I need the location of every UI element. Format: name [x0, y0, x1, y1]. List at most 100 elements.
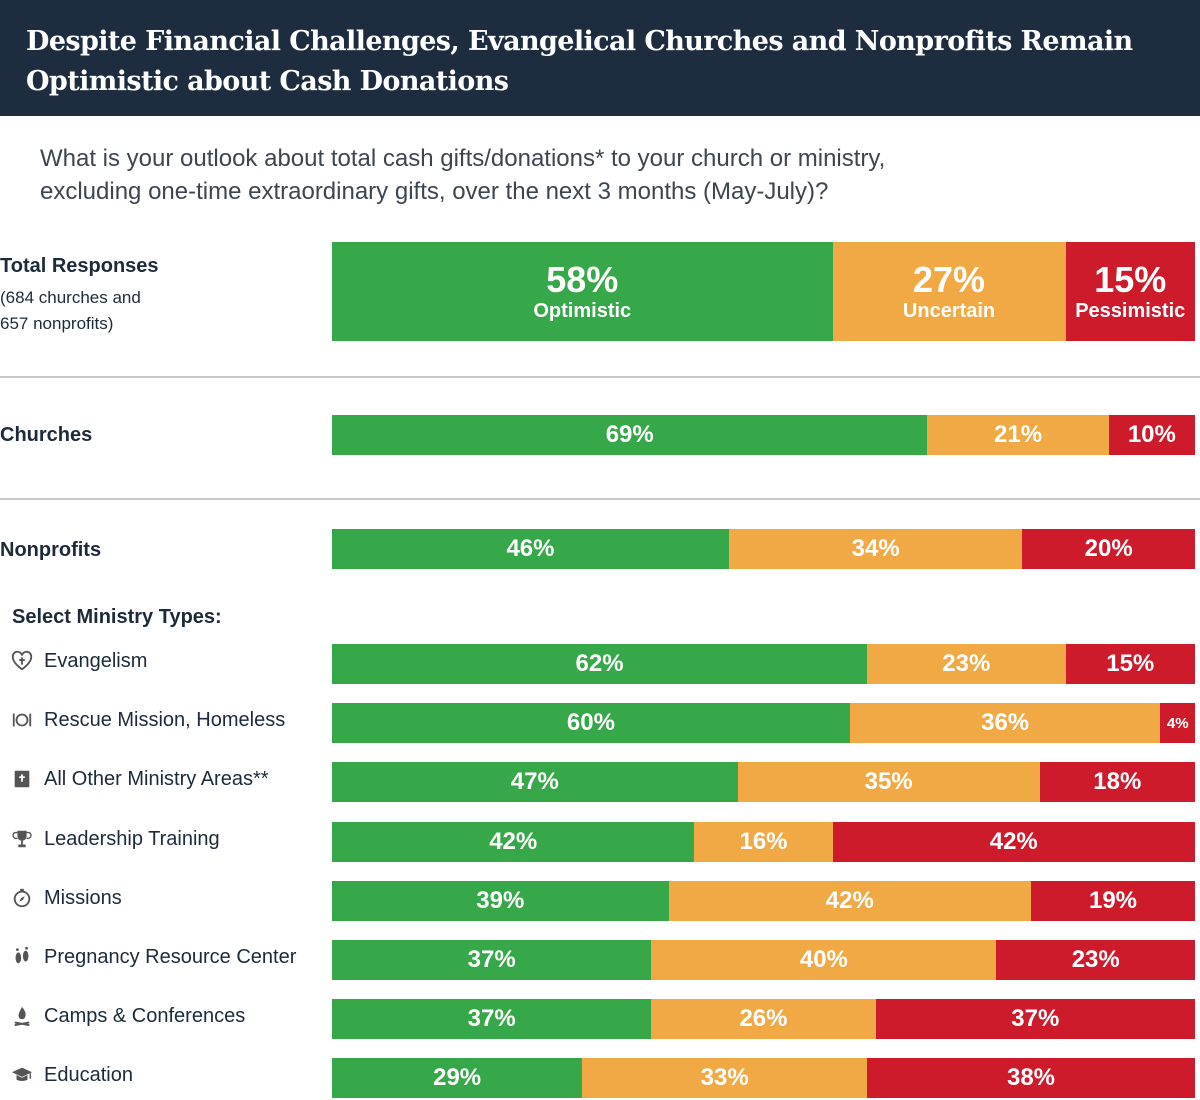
bar-segment-optimistic: 37%: [332, 999, 652, 1039]
ministry-label-row: Pregnancy Resource Center: [10, 937, 296, 977]
bar-segment-pessimistic: 20%: [1022, 529, 1195, 569]
data-label-pessimistic: 38%: [1006, 1064, 1056, 1091]
bar-segment-pessimistic: 23%: [996, 940, 1195, 980]
bar-segment-pessimistic: 15% Pessimistic: [1065, 242, 1195, 341]
data-label-optimistic: 29%: [433, 1064, 482, 1091]
ministry-label-row: Education: [10, 1055, 133, 1095]
campfire-icon: [10, 1004, 34, 1028]
data-label-uncertain: 27%: [913, 258, 986, 300]
total-responses-sub-line-2: 657 nonprofits): [0, 314, 114, 333]
ministry-label-row: Missions: [10, 878, 122, 918]
bar-segment-uncertain: 26%: [651, 999, 876, 1039]
data-label-pessimistic: 15%: [1094, 258, 1167, 300]
title-banner: Despite Financial Challenges, Evangelica…: [0, 0, 1200, 116]
nonprofits-label: Nonprofits: [0, 539, 102, 561]
ministry-bar: 39% 42% 19%: [332, 881, 1195, 921]
bar-segment-uncertain: 33%: [582, 1058, 868, 1098]
total-responses-sub-line-1: (684 churches and: [0, 288, 141, 307]
divider-1: [0, 376, 1200, 378]
bar-segment-uncertain: 27% Uncertain: [832, 242, 1066, 341]
bar-segment-optimistic: 62%: [332, 644, 868, 684]
bar-segment-pessimistic: 18%: [1039, 762, 1195, 802]
data-label-pessimistic: 15%: [1106, 650, 1155, 677]
data-label-uncertain: 40%: [799, 946, 848, 973]
data-label-pessimistic: 37%: [1011, 1005, 1060, 1032]
bible-icon: [10, 767, 34, 791]
ministry-bar: 62% 23% 15%: [332, 644, 1195, 684]
category-label-pessimistic: Pessimistic: [1075, 299, 1186, 322]
churches-label: Churches: [0, 424, 93, 446]
chart-title-line-2: Optimistic about Cash Donations: [26, 66, 509, 97]
data-label-pessimistic: 20%: [1084, 535, 1133, 562]
data-label-pessimistic: 19%: [1088, 887, 1138, 914]
bar-segment-optimistic: 69%: [332, 415, 928, 455]
data-label-uncertain: 34%: [851, 535, 900, 562]
bar-segment-pessimistic: 15%: [1065, 644, 1195, 684]
bar-segment-optimistic: 46%: [332, 529, 729, 569]
graduation-cap-icon: [10, 1063, 34, 1087]
bar-segment-pessimistic: 42%: [832, 822, 1195, 862]
data-label-uncertain: 33%: [700, 1064, 749, 1091]
nonprofits-bar: 46% 34% 20%: [332, 529, 1195, 569]
heart-cross-icon: [10, 649, 34, 673]
data-label-uncertain: 26%: [739, 1005, 788, 1032]
bar-segment-uncertain: 35%: [737, 762, 1040, 802]
data-label-optimistic: 37%: [467, 946, 516, 973]
ministry-label: Education: [44, 1063, 133, 1086]
data-label-uncertain: 36%: [981, 709, 1030, 736]
ministry-label-row: Rescue Mission, Homeless: [10, 700, 285, 740]
data-label-pessimistic: 18%: [1093, 768, 1142, 795]
bar-segment-pessimistic: 38%: [867, 1058, 1195, 1098]
data-label-uncertain: 35%: [864, 768, 913, 795]
bar-segment-optimistic: 39%: [332, 881, 669, 921]
data-label-uncertain: 21%: [994, 421, 1043, 448]
ministry-label: All Other Ministry Areas**: [44, 767, 269, 790]
data-label-pessimistic: 42%: [989, 828, 1038, 855]
data-label-pessimistic: 4%: [1166, 714, 1189, 732]
footprints-icon: [10, 945, 34, 969]
bar-segment-pessimistic: 19%: [1031, 881, 1195, 921]
ministry-label-row: Camps & Conferences: [10, 996, 245, 1036]
churches-bar: 69% 21% 10%: [332, 415, 1195, 455]
ministry-types-heading: Select Ministry Types:: [12, 606, 222, 628]
data-label-uncertain: 16%: [739, 828, 788, 855]
ministry-label: Camps & Conferences: [44, 1004, 246, 1027]
bar-segment-optimistic: 47%: [332, 762, 738, 802]
bar-segment-pessimistic: 10%: [1108, 415, 1195, 455]
ministry-label-row: Evangelism: [10, 641, 147, 681]
bar-segment-uncertain: 21%: [927, 415, 1109, 455]
ministry-bar: 29% 33% 38%: [332, 1058, 1195, 1098]
data-label-optimistic: 69%: [605, 421, 654, 448]
ministry-bar: 60% 36% 4%: [332, 703, 1195, 743]
data-label-optimistic: 42%: [489, 828, 538, 855]
ministry-label: Evangelism: [44, 649, 148, 672]
data-label-optimistic: 47%: [510, 768, 559, 795]
bar-segment-pessimistic: 37%: [875, 999, 1195, 1039]
data-label-pessimistic: 23%: [1071, 946, 1120, 973]
data-label-optimistic: 58%: [546, 258, 619, 300]
bar-segment-optimistic: 60%: [332, 703, 850, 743]
bar-segment-uncertain: 16%: [694, 822, 833, 862]
chart-title-line-1: Despite Financial Challenges, Evangelica…: [26, 26, 1133, 57]
survey-question: What is your outlook about total cash gi…: [40, 142, 1160, 208]
ministry-bar: 37% 26% 37%: [332, 999, 1195, 1039]
survey-question-line-1: What is your outlook about total cash gi…: [40, 145, 886, 172]
category-label-uncertain: Uncertain: [902, 299, 996, 322]
data-label-optimistic: 37%: [467, 1005, 516, 1032]
data-label-optimistic: 39%: [476, 887, 525, 914]
divider-2: [0, 498, 1200, 500]
bar-segment-uncertain: 40%: [651, 940, 997, 980]
total-responses-label: Total Responses: [0, 255, 159, 277]
data-label-optimistic: 62%: [575, 650, 624, 677]
bar-segment-optimistic: 58% Optimistic: [332, 242, 833, 341]
data-label-uncertain: 23%: [942, 650, 991, 677]
survey-question-line-2: excluding one-time extraordinary gifts, …: [40, 178, 829, 205]
bar-segment-uncertain: 42%: [668, 881, 1032, 921]
bar-segment-optimistic: 42%: [332, 822, 695, 862]
ministry-label-row: All Other Ministry Areas**: [10, 759, 269, 799]
bar-segment-optimistic: 37%: [332, 940, 652, 980]
ministry-bar: 47% 35% 18%: [332, 762, 1195, 802]
ministry-label-row: Leadership Training: [10, 819, 220, 859]
ministry-label: Missions: [44, 886, 122, 909]
bar-segment-uncertain: 23%: [867, 644, 1066, 684]
